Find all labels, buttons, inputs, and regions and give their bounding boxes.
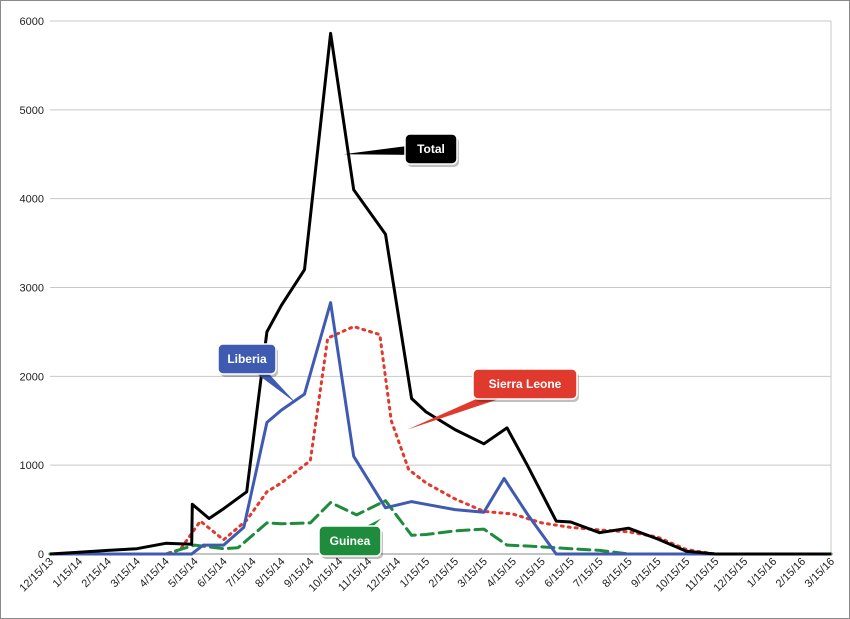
y-tick-label: 3000 xyxy=(20,283,44,295)
y-tick-label: 2000 xyxy=(20,371,44,383)
callout-box xyxy=(404,133,458,165)
x-tick-label: 5/15/14 xyxy=(166,556,200,590)
callout-guinea: Guinea xyxy=(318,518,383,559)
x-tick-label: 6/15/14 xyxy=(195,556,229,590)
x-tick-label: 1/15/14 xyxy=(51,556,85,590)
y-tick-label: 1000 xyxy=(20,460,44,472)
series-line-total xyxy=(49,31,831,556)
callout-label: Liberia xyxy=(227,352,267,366)
x-tick-label: 7/15/14 xyxy=(224,556,258,590)
x-tick-label: 7/15/15 xyxy=(571,556,605,590)
x-tick-label: 4/15/15 xyxy=(484,556,518,590)
x-tick-label: 12/15/13 xyxy=(17,556,56,595)
series-line-sierra-leone xyxy=(48,325,833,556)
y-tick-label: 6000 xyxy=(20,16,44,28)
callout-box xyxy=(217,343,277,375)
x-tick-label: 2/15/16 xyxy=(774,556,808,590)
y-tick-label: 5000 xyxy=(20,105,44,117)
x-tick-label: 3/15/15 xyxy=(456,556,490,590)
x-tick-label: 3/15/14 xyxy=(108,556,142,590)
callout-label: Sierra Leone xyxy=(489,377,562,391)
series-callouts: Total Liberia Sierra Leone Guinea xyxy=(217,133,579,559)
y-tick-label: 0 xyxy=(38,549,44,561)
x-tick-label: 3/15/16 xyxy=(803,556,837,590)
callout-box xyxy=(472,368,578,400)
x-tick-label: 8/15/14 xyxy=(253,556,287,590)
x-tick-label: 5/15/15 xyxy=(513,556,547,590)
callout-box xyxy=(318,525,382,557)
callout-label: Guinea xyxy=(330,534,371,548)
callout-sierra-leone: Sierra Leone xyxy=(407,368,579,430)
callout-label: Total xyxy=(417,142,445,156)
callout-liberia: Liberia xyxy=(217,343,296,403)
gridlines xyxy=(50,20,832,555)
y-axis-ticks: 0 1000 2000 3000 4000 5000 6000 xyxy=(20,16,44,561)
x-tick-label: 1/15/16 xyxy=(745,556,779,590)
x-tick-label: 6/15/15 xyxy=(542,556,576,590)
y-tick-label: 4000 xyxy=(20,194,44,206)
x-tick-label: 1/15/15 xyxy=(398,556,432,590)
callout-total: Total xyxy=(343,133,459,167)
series-line-liberia xyxy=(50,301,831,556)
x-tick-label: 2/15/15 xyxy=(427,556,461,590)
series-line-guinea xyxy=(48,499,833,556)
x-axis-ticks: 12/15/131/15/142/15/143/15/144/15/145/15… xyxy=(17,556,837,595)
series-lines xyxy=(48,31,833,556)
x-tick-label: 8/15/15 xyxy=(600,556,634,590)
x-tick-label: 4/15/14 xyxy=(137,556,171,590)
x-tick-label: 2/15/14 xyxy=(80,556,114,590)
